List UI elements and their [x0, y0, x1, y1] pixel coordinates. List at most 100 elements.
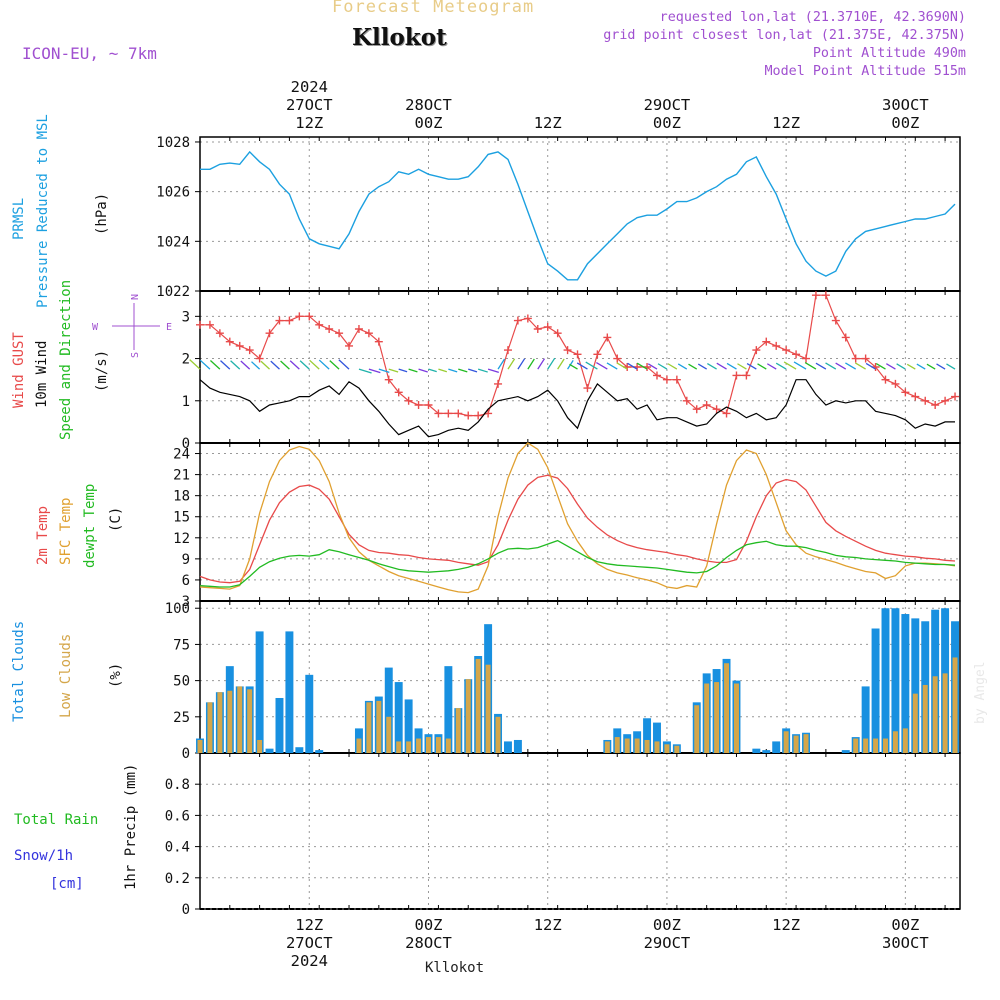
low-cloud-bar	[694, 705, 700, 753]
temp-label-dewpt: dewpt Temp	[82, 484, 98, 568]
y-tick-label: 1028	[156, 135, 190, 151]
y-tick-label: 0.6	[165, 808, 190, 824]
cloud-label-low: Low Clouds	[58, 634, 74, 718]
gust-marker	[662, 375, 671, 384]
temp-label-sfc: SFC Temp	[58, 498, 74, 565]
wind-arrow	[627, 362, 638, 370]
y-tick-label: 1	[182, 394, 190, 410]
low-cloud-bar	[485, 664, 491, 753]
low-cloud-bar	[922, 684, 928, 753]
gust-marker	[583, 384, 592, 393]
gust-marker	[345, 341, 354, 350]
wind-arrow	[793, 361, 807, 370]
gust-marker	[951, 392, 960, 401]
low-cloud-bar	[366, 702, 372, 753]
total-cloud-bar	[504, 741, 512, 753]
wind-arrow	[280, 360, 290, 370]
low-cloud-bar	[197, 739, 203, 753]
gust-marker	[901, 388, 910, 397]
total-cloud-bar	[305, 674, 314, 753]
wind-label-gust: Wind GUST	[11, 332, 27, 408]
total-cloud-bar	[444, 666, 453, 753]
low-cloud-bar	[853, 738, 859, 753]
wind-arrow	[647, 363, 658, 370]
total-cloud-bar	[394, 682, 403, 753]
gust-marker	[295, 312, 304, 321]
time-label-bottom: 27OCT	[286, 934, 333, 952]
model-label: ICON-EU, ~ 7km	[22, 44, 157, 63]
low-cloud-bar	[714, 682, 720, 753]
wind-label-unit: (m/s)	[94, 350, 110, 392]
low-cloud-bar	[217, 692, 223, 753]
time-label-bottom: 30OCT	[882, 934, 929, 952]
cloud-panel-labels: Total Clouds Low Clouds (%)	[11, 621, 124, 722]
low-cloud-bar	[664, 744, 670, 753]
model-altitude: Model Point Altitude 515m	[764, 64, 966, 79]
low-cloud-bar	[863, 738, 869, 753]
total-cloud-bar	[871, 628, 880, 753]
total-cloud-bar	[762, 750, 771, 753]
pressure-label-prmsl: PRMSL	[11, 198, 27, 240]
wind-arrow	[707, 362, 717, 370]
time-label-top: 30OCT	[882, 96, 929, 114]
wind-arrow	[886, 363, 896, 370]
low-cloud-bar	[465, 679, 471, 753]
gust-marker	[841, 333, 850, 342]
gust-marker	[831, 316, 840, 325]
pressure-label-msl: Pressure Reduced to MSL	[35, 114, 51, 308]
total-cloud-bar	[772, 741, 781, 753]
gust-marker	[593, 350, 602, 359]
wind-arrow	[936, 363, 946, 370]
wind-arrow	[606, 362, 618, 370]
wind-arrow	[251, 361, 261, 370]
wind-arrow	[270, 360, 280, 370]
compass-w: W	[92, 322, 99, 333]
wind-arrow	[896, 363, 906, 370]
wind-arrow	[906, 363, 916, 370]
wind-arrow	[946, 363, 956, 370]
total-cloud-bar	[315, 750, 324, 753]
y-tick-label: 0.8	[165, 777, 190, 793]
gust-marker	[712, 405, 721, 414]
cloud-label-unit: (%)	[108, 663, 124, 688]
gust-marker	[245, 346, 254, 355]
footer-location: Kllokot	[425, 960, 484, 976]
gust-marker	[196, 320, 204, 329]
gust-marker	[513, 316, 522, 325]
time-label-top: 00Z	[414, 114, 442, 132]
wind-arrow	[408, 368, 418, 373]
wind-arrow	[726, 362, 737, 370]
wind-arrow	[299, 360, 310, 370]
wind-arrow	[240, 360, 251, 370]
gust-marker	[464, 411, 473, 420]
precip-label-rain: Total Rain	[14, 812, 98, 828]
gust-marker	[931, 401, 940, 409]
wind-arrow	[189, 359, 201, 370]
gust-marker	[523, 314, 532, 323]
gust-marker	[563, 346, 572, 355]
y-tick-label: 1022	[156, 284, 190, 300]
wind-arrow	[757, 363, 767, 370]
time-label-top: 12Z	[534, 114, 562, 132]
wind-arrow	[448, 368, 458, 373]
y-tick-label: 2	[182, 352, 190, 368]
gust-marker	[603, 333, 612, 342]
gust-marker	[881, 375, 890, 384]
precip-panel-labels: Total Rain Snow/1h [cm] 1hr Precip (mm)	[14, 764, 139, 892]
time-label-bottom: 12Z	[534, 916, 562, 934]
y-tick-label: 1026	[156, 185, 190, 201]
gust-marker	[533, 325, 542, 333]
low-cloud-bar	[704, 683, 710, 753]
wind-arrow	[527, 358, 535, 370]
wind-arrow	[388, 368, 399, 373]
temp-label-unit: (C)	[108, 507, 124, 532]
wind-arrow	[636, 362, 648, 370]
wind-arrow	[716, 362, 727, 370]
total-cloud-bar	[275, 697, 284, 753]
total-cloud-bar	[513, 739, 522, 753]
gust-marker	[444, 409, 453, 418]
wind-arrow	[783, 361, 797, 370]
point-altitude: Point Altitude 490m	[812, 46, 966, 61]
gust-marker	[722, 409, 731, 418]
